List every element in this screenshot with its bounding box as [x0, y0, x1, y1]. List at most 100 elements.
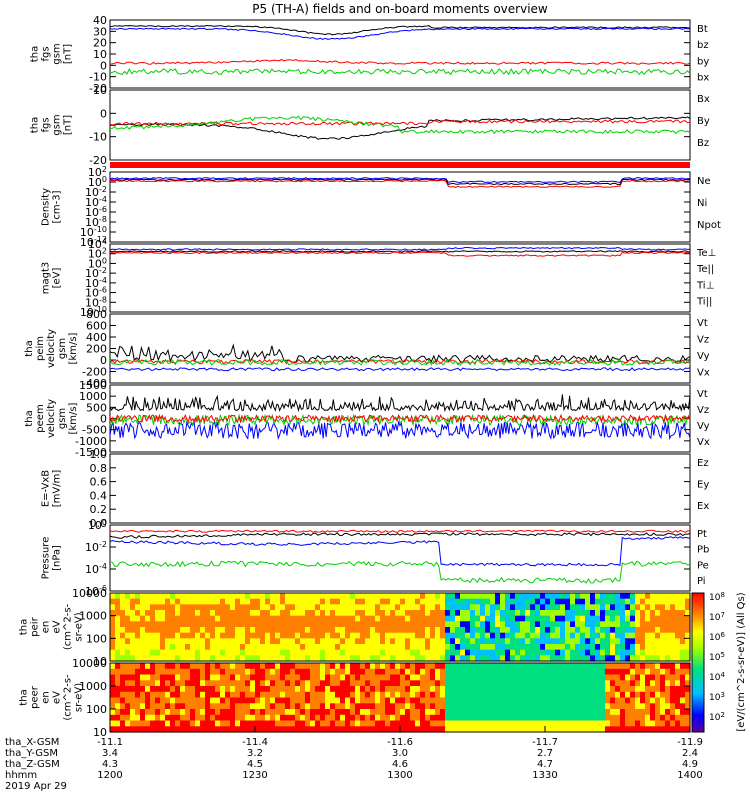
- bcomp-ylabel: tha fgs gsm [nT]: [30, 114, 74, 135]
- bmag-ytick-label: 30: [93, 25, 107, 38]
- temp-ylabel-line: magt3: [41, 262, 52, 295]
- orbit-row-value: 4.7: [537, 759, 553, 770]
- bcomp-ylabel-line: gsm: [52, 114, 63, 135]
- vx-peim-trace: [109, 367, 691, 372]
- temp-ytick-label: 10-10: [80, 305, 107, 319]
- orbit-row-label: tha_Y-GSM: [5, 748, 58, 759]
- vpeim-ylabel-line: [km/s]: [68, 332, 79, 364]
- by-trace: [109, 67, 691, 76]
- colorbar-scale: [691, 592, 705, 733]
- efield-legend-0: Ez: [697, 458, 709, 469]
- vpeim-ytick-label: 800: [86, 308, 107, 321]
- orbit-row-label: tha_Z-GSM: [5, 759, 60, 770]
- orbit-row-value: -11.1: [97, 737, 123, 748]
- density-ytick-label: 102: [88, 165, 107, 179]
- bmag-ytick-label: -10: [89, 71, 107, 84]
- density-traces: [109, 177, 691, 188]
- temp-legend-3: Ti||: [696, 297, 712, 308]
- vpeem-ylabel-line: tha: [24, 410, 35, 426]
- vy-peim-trace: [109, 358, 691, 366]
- vpeim-traces: [109, 343, 691, 372]
- bcomp-ylabel-line: [nT]: [63, 115, 74, 135]
- density-ytick-label: 10-10: [80, 225, 107, 239]
- vpeim-legend-3: Vx: [697, 367, 710, 378]
- temp-frame: [109, 243, 691, 313]
- orbit-row-value: 4.9: [682, 759, 698, 770]
- peer-ylabel: tha peer en eV (cm^2-s-sr-eV): [19, 674, 85, 721]
- peir-ytick-label: 10000: [72, 587, 107, 600]
- vt-peim-trace: [109, 343, 691, 364]
- peer-ytick-label: 100: [86, 703, 107, 716]
- te-perp-trace: [109, 251, 691, 257]
- vpeim-legend-2: Vy: [697, 351, 710, 362]
- vpeim-ylabel-line: tha: [24, 340, 35, 356]
- colorbar-tick: 108: [709, 591, 725, 603]
- bmag-ylabel-line: tha: [30, 46, 41, 62]
- vz-peim-trace: [110, 359, 690, 365]
- bmag-legend-1: bz: [697, 40, 709, 51]
- vpeem-ylabel: tha peem velocity gsm [km/s]: [24, 399, 79, 438]
- orbit-row-value: 2.4: [682, 748, 698, 759]
- colorbar-tick: 103: [709, 691, 725, 703]
- date-label: 2019 Apr 29: [5, 781, 67, 792]
- bcomp-ylabel-line: fgs: [41, 117, 52, 132]
- pressure-ylabel: Pressure [nPa]: [41, 537, 63, 580]
- bmag-legend-2: by: [697, 56, 709, 67]
- peer-ylabel-line: tha: [19, 689, 30, 705]
- bcomp-traces: [109, 115, 691, 140]
- efield-ylabel-line: [mV/m]: [52, 470, 63, 508]
- temp-ytick-label: 102: [88, 247, 107, 261]
- orbit-row-label: hhmm: [5, 770, 37, 781]
- temp-traces: [109, 246, 691, 257]
- orbit-row-value: 4.5: [247, 759, 263, 770]
- colorbar-tick: 106: [709, 631, 725, 643]
- density-ytick-label: 10-2: [85, 185, 107, 199]
- efield-ytick-label: 0.6: [90, 476, 108, 489]
- peir-spectrogram: [110, 593, 691, 662]
- temp-ytick-label: 10-6: [85, 286, 107, 300]
- bcomp-legend-2: Bz: [697, 138, 709, 149]
- peir-ylabel: tha peir en eV (cm^2-s-sr-eV): [19, 603, 85, 650]
- peer-ytick-label: 10: [93, 726, 107, 739]
- orbit-row-value: 4.6: [392, 759, 408, 770]
- temp-legend-1: Te||: [696, 264, 714, 275]
- pressure-legend-2: Pe: [697, 560, 709, 571]
- temp-legend-2: Ti⊥: [696, 280, 714, 291]
- colorbar: 108 107 106 105 104 103 102 [eV/(cm^2-s-sr-eV)]…: [691, 591, 747, 733]
- panel-peir: 10000 1000 100 10 tha peir en eV (cm^2-s-sr-eV): [19, 587, 691, 668]
- peir-ylabel-line: (cm^2-s-: [63, 603, 74, 650]
- temp-ytick-label: 10-4: [85, 276, 107, 290]
- vpeim-ytick-label: 0: [100, 354, 107, 367]
- density-ytick-label: 10-8: [85, 215, 107, 229]
- orbit-row-value: 1400: [677, 770, 702, 781]
- efield-ytick-label: 1.0: [90, 448, 108, 461]
- colorbar-tick: 102: [709, 711, 725, 723]
- efield-ytick-label: 0.8: [90, 462, 108, 475]
- ni-trace: [109, 178, 691, 186]
- density-legend-1: Ni: [697, 198, 707, 209]
- efield-ylabel-line: E=-VxB: [41, 470, 52, 507]
- bcomp-legend-1: By: [697, 116, 710, 127]
- temp-ytick-label: 10-2: [85, 266, 107, 280]
- efield-ytick-label: 0.0: [90, 517, 108, 530]
- bmag-traces: [109, 24, 691, 76]
- bmag-ytick-label: 0: [100, 59, 107, 72]
- pressure-legend-1: Pb: [697, 545, 709, 556]
- peer-ylabel-line: (cm^2-s-: [63, 674, 74, 721]
- peir-ytick-label: 100: [86, 632, 107, 645]
- vpeem-ytick-label: 1000: [79, 390, 107, 403]
- vpeim-ytick-label: -200: [82, 366, 107, 379]
- vpeem-ylabel-line: gsm: [57, 408, 68, 429]
- vpeem-legend-0: Vt: [697, 389, 708, 400]
- efield-ytick-label: 0.2: [90, 503, 108, 516]
- efield-legend-2: Ex: [697, 501, 709, 512]
- vpeem-legend-1: Vz: [697, 405, 709, 416]
- panel-bcomp: 10 0 -10 -20 tha fgs gsm [nT] Bx By Bz: [30, 84, 710, 167]
- vpeem-ylabel-line: [km/s]: [68, 402, 79, 434]
- bmag-legend-3: bx: [697, 73, 709, 84]
- temp-ylabel-line: [eV]: [52, 268, 63, 289]
- vpeim-ylabel-line: gsm: [57, 338, 68, 359]
- vpeem-ytick-label: -1000: [75, 435, 107, 448]
